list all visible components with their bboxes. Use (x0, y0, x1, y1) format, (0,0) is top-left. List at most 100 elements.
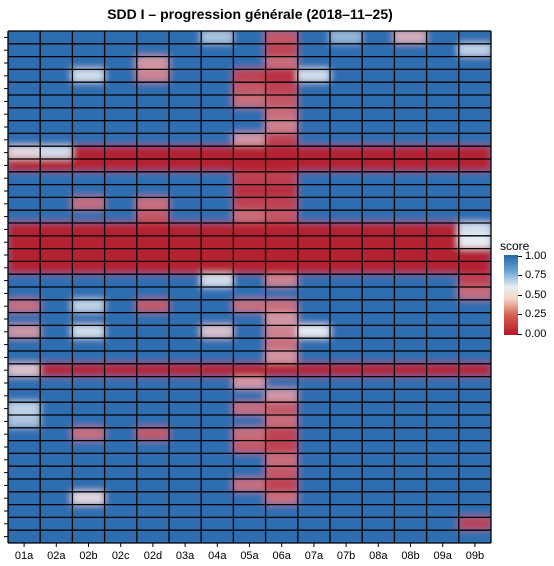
heatmap-cell (458, 56, 491, 70)
x-tick-label: 06a (273, 550, 292, 562)
heatmap-cell (265, 388, 299, 403)
heatmap-cell (265, 158, 299, 173)
heatmap-cell (361, 260, 395, 275)
heatmap-cell (136, 337, 170, 352)
heatmap-cell (39, 324, 73, 339)
heatmap-cell (232, 478, 267, 493)
heatmap-cell (200, 491, 234, 506)
heatmap-cell (265, 248, 299, 262)
heatmap-cell (39, 273, 73, 288)
heatmap-cell (361, 427, 395, 442)
heatmap-cell (265, 299, 299, 314)
heatmap-cell (104, 465, 138, 480)
heatmap-cell (136, 516, 170, 531)
heatmap-cell (104, 478, 138, 493)
heatmap-cell (168, 440, 202, 454)
heatmap-cell (393, 427, 428, 442)
heatmap-cell (136, 504, 170, 518)
heatmap-cell (200, 312, 234, 326)
heatmap-cell (200, 350, 234, 365)
heatmap-cell (8, 43, 41, 58)
heatmap-cell (458, 376, 491, 390)
heatmap-cell (361, 145, 395, 160)
heatmap-cell (71, 31, 106, 45)
heatmap-cell (39, 337, 73, 352)
heatmap-cell (8, 209, 41, 224)
heatmap-cell (297, 440, 331, 454)
x-tick-label: 08b (401, 550, 419, 562)
heatmap-cell (8, 158, 41, 173)
heatmap-cell (168, 260, 202, 275)
heatmap-cell (426, 363, 460, 378)
heatmap-cell (393, 504, 428, 518)
heatmap-cell (104, 132, 138, 147)
heatmap-cell (426, 158, 460, 173)
legend-tick-mark (518, 314, 522, 315)
heatmap-cell (168, 286, 202, 301)
heatmap-cell (329, 107, 363, 122)
heatmap-cell (8, 235, 41, 250)
heatmap-cell (393, 452, 428, 467)
heatmap-cell (426, 260, 460, 275)
heatmap-cell (168, 337, 202, 352)
heatmap-cell (168, 452, 202, 467)
heatmap-cell (426, 209, 460, 224)
heatmap-cell (39, 94, 73, 109)
heatmap-cell (297, 107, 331, 122)
heatmap-cell (297, 337, 331, 352)
heatmap-cell (458, 68, 491, 83)
heatmap-cell (426, 145, 460, 160)
heatmap-cell (458, 312, 491, 326)
heatmap-cell (329, 273, 363, 288)
heatmap-cell (329, 299, 363, 314)
heatmap-cell (297, 427, 331, 442)
heatmap-cell (39, 452, 73, 467)
heatmap-cell (8, 491, 41, 506)
heatmap-cell (458, 209, 491, 224)
heatmap-cell (136, 376, 170, 390)
heatmap-cell (71, 158, 106, 173)
heatmap-cell (232, 209, 267, 224)
heatmap-cell (39, 388, 73, 403)
heatmap-cell (458, 401, 491, 416)
heatmap-cell (265, 452, 299, 467)
heatmap-cell (104, 273, 138, 288)
heatmap-cell (458, 427, 491, 442)
heatmap-cell (39, 363, 73, 378)
heatmap-cell (200, 376, 234, 390)
heatmap-cell (71, 222, 106, 237)
heatmap-cell (329, 56, 363, 70)
heatmap-cell (232, 529, 267, 543)
heatmap-cell (297, 120, 331, 134)
heatmap-cell (104, 427, 138, 442)
heatmap-cell (458, 273, 491, 288)
heatmap-cell (232, 222, 267, 237)
heatmap-cell (426, 196, 460, 211)
heatmap-cell (426, 235, 460, 250)
heatmap-cell (426, 120, 460, 134)
heatmap-cell (71, 376, 106, 390)
heatmap-cell (8, 427, 41, 442)
heatmap-cell (104, 196, 138, 211)
heatmap-cell (232, 196, 267, 211)
heatmap-cell (200, 465, 234, 480)
heatmap-cell (200, 158, 234, 173)
heatmap-cell (458, 350, 491, 365)
heatmap-cell (265, 465, 299, 480)
heatmap-cell (104, 350, 138, 365)
heatmap-cell (361, 132, 395, 147)
heatmap-cell (8, 312, 41, 326)
heatmap-cell (458, 337, 491, 352)
heatmap-cell (297, 222, 331, 237)
heatmap-cell (232, 414, 267, 429)
legend-title: score (500, 239, 530, 253)
heatmap-cell (426, 529, 460, 543)
heatmap-cell (8, 56, 41, 70)
heatmap-cell (232, 31, 267, 45)
heatmap-cell (71, 504, 106, 518)
heatmap-cell (329, 145, 363, 160)
heatmap-cell (71, 145, 106, 160)
heatmap-cell (136, 196, 170, 211)
heatmap-cell (458, 145, 491, 160)
heatmap-cell (8, 376, 41, 390)
